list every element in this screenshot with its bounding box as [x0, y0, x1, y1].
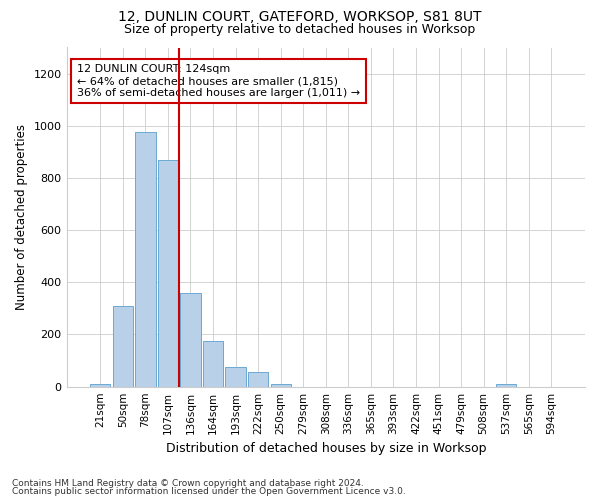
Bar	[135, 132, 155, 386]
Text: 12 DUNLIN COURT: 124sqm
← 64% of detached houses are smaller (1,815)
36% of semi: 12 DUNLIN COURT: 124sqm ← 64% of detache…	[77, 64, 360, 98]
Bar	[226, 367, 246, 386]
Bar	[158, 160, 178, 386]
Text: 12, DUNLIN COURT, GATEFORD, WORKSOP, S81 8UT: 12, DUNLIN COURT, GATEFORD, WORKSOP, S81…	[118, 10, 482, 24]
Y-axis label: Number of detached properties: Number of detached properties	[15, 124, 28, 310]
Bar	[271, 384, 291, 386]
Text: Contains HM Land Registry data © Crown copyright and database right 2024.: Contains HM Land Registry data © Crown c…	[12, 478, 364, 488]
Bar	[90, 384, 110, 386]
Bar	[496, 384, 517, 386]
Text: Contains public sector information licensed under the Open Government Licence v3: Contains public sector information licen…	[12, 487, 406, 496]
Bar	[113, 306, 133, 386]
Text: Size of property relative to detached houses in Worksop: Size of property relative to detached ho…	[124, 22, 476, 36]
X-axis label: Distribution of detached houses by size in Worksop: Distribution of detached houses by size …	[166, 442, 486, 455]
Bar	[203, 341, 223, 386]
Bar	[248, 372, 268, 386]
Bar	[181, 293, 200, 386]
